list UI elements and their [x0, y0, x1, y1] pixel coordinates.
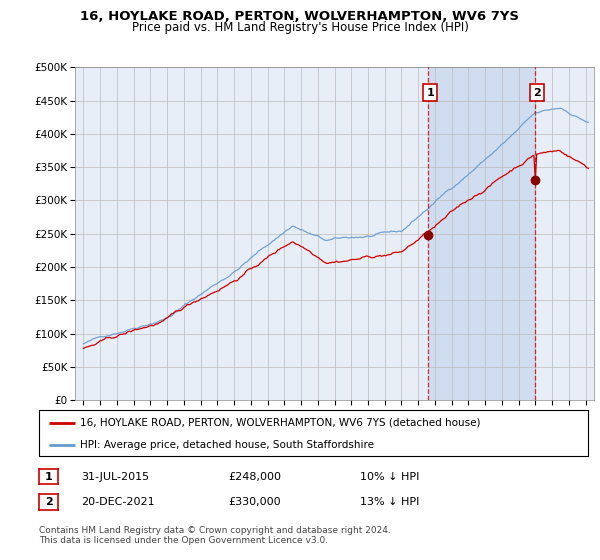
Text: £330,000: £330,000: [228, 497, 281, 507]
Text: 20-DEC-2021: 20-DEC-2021: [81, 497, 155, 507]
Text: 16, HOYLAKE ROAD, PERTON, WOLVERHAMPTON, WV6 7YS: 16, HOYLAKE ROAD, PERTON, WOLVERHAMPTON,…: [80, 10, 520, 23]
Text: HPI: Average price, detached house, South Staffordshire: HPI: Average price, detached house, Sout…: [80, 440, 374, 450]
Text: 2: 2: [45, 497, 52, 507]
Text: 2: 2: [533, 87, 541, 97]
Text: 16, HOYLAKE ROAD, PERTON, WOLVERHAMPTON, WV6 7YS (detached house): 16, HOYLAKE ROAD, PERTON, WOLVERHAMPTON,…: [80, 418, 481, 428]
Text: 31-JUL-2015: 31-JUL-2015: [81, 472, 149, 482]
Text: 1: 1: [45, 472, 52, 482]
Text: Contains HM Land Registry data © Crown copyright and database right 2024.
This d: Contains HM Land Registry data © Crown c…: [39, 526, 391, 545]
Text: 1: 1: [427, 87, 434, 97]
Bar: [428, 67, 535, 400]
Text: 13% ↓ HPI: 13% ↓ HPI: [360, 497, 419, 507]
Text: 10% ↓ HPI: 10% ↓ HPI: [360, 472, 419, 482]
Text: £248,000: £248,000: [228, 472, 281, 482]
Text: Price paid vs. HM Land Registry's House Price Index (HPI): Price paid vs. HM Land Registry's House …: [131, 21, 469, 34]
